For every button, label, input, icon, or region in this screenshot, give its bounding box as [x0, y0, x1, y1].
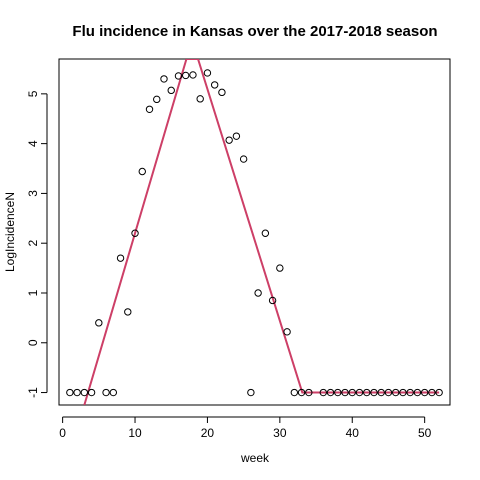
data-point — [240, 156, 246, 162]
data-point — [204, 70, 210, 76]
y-tick-label: 3 — [26, 190, 40, 197]
data-point — [117, 255, 123, 261]
x-tick-label: 30 — [273, 426, 287, 440]
data-point — [88, 389, 94, 395]
y-tick-label: 0 — [26, 339, 40, 346]
data-point — [190, 72, 196, 78]
data-points-layer — [67, 70, 443, 396]
data-point — [219, 89, 225, 95]
data-point — [233, 133, 239, 139]
data-point — [197, 96, 203, 102]
y-axis-label: LogIncidenceN — [3, 192, 17, 272]
data-point — [226, 137, 232, 143]
data-point — [96, 320, 102, 326]
x-tick-label: 50 — [418, 426, 432, 440]
x-axis: 0 10 20 30 40 50 — [59, 417, 431, 440]
data-point — [183, 72, 189, 78]
y-tick-label: 2 — [26, 240, 40, 247]
y-tick-label: 1 — [26, 289, 40, 296]
data-point — [125, 309, 131, 315]
data-point — [168, 87, 174, 93]
y-axis: -1 0 1 2 3 4 5 — [26, 90, 47, 398]
data-point — [110, 389, 116, 395]
chart-title: Flu incidence in Kansas over the 2017-20… — [72, 23, 437, 40]
data-point — [262, 230, 268, 236]
x-axis-label: week — [240, 451, 270, 465]
data-point — [139, 168, 145, 174]
y-tick-label: -1 — [26, 387, 40, 398]
data-point — [248, 389, 254, 395]
data-point — [67, 389, 73, 395]
data-point — [291, 389, 297, 395]
x-tick-label: 0 — [59, 426, 66, 440]
data-point — [146, 106, 152, 112]
data-point — [211, 82, 217, 88]
plot-frame — [59, 59, 450, 405]
data-point — [277, 265, 283, 271]
data-point — [74, 389, 80, 395]
data-point — [103, 389, 109, 395]
x-tick-label: 20 — [201, 426, 215, 440]
data-point — [81, 389, 87, 395]
data-point — [255, 290, 261, 296]
x-tick-label: 10 — [128, 426, 142, 440]
x-tick-label: 40 — [346, 426, 360, 440]
y-tick-label: 5 — [26, 90, 40, 97]
y-tick-label: 4 — [26, 140, 40, 147]
data-point — [284, 329, 290, 335]
data-point — [161, 76, 167, 82]
data-point — [154, 96, 160, 102]
